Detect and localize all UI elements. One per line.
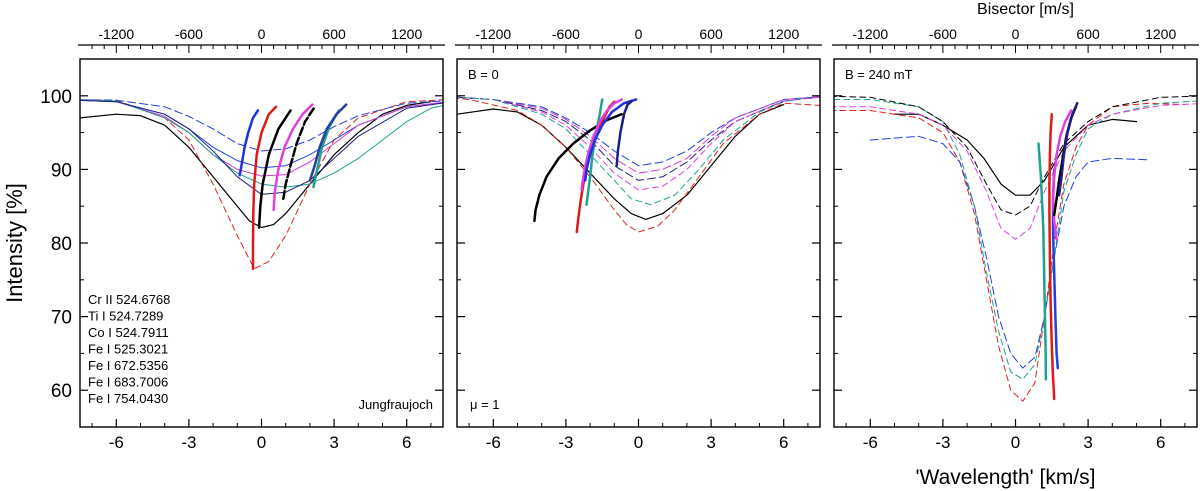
profile-curve-3 [80, 99, 443, 152]
x-tick-label: 6 [779, 433, 788, 452]
y-tick-label: 70 [51, 308, 72, 329]
x-tick-label: -3 [181, 433, 196, 452]
profile-curve-6 [457, 96, 820, 191]
plot-frame [456, 58, 821, 428]
x-tick-label: -3 [935, 433, 950, 452]
x-tick-label: 3 [329, 433, 338, 452]
x-tick-label: 3 [706, 433, 715, 452]
bisector-curve-11 [257, 109, 292, 229]
profile-curve-5 [457, 96, 820, 181]
x-tick-label: 3 [1083, 433, 1092, 452]
panel-label: B = 240 mT [845, 67, 913, 82]
bisector-curve-14 [308, 103, 348, 182]
top-tick-label: 600 [1076, 26, 1100, 42]
bisector-curve-10 [585, 98, 604, 206]
profile-curve-1 [80, 101, 432, 229]
y-tick-label: 90 [51, 160, 72, 181]
legend-entry: Cr II 524.6768 [88, 292, 170, 307]
profile-curve-1 [893, 113, 1138, 196]
profile-curve-2 [457, 97, 820, 233]
bisector-curve-12 [1057, 101, 1079, 197]
bisector-curve-7 [1048, 112, 1056, 401]
top-axis-label: Bisector [m/s] [977, 1, 1074, 18]
bisector-curve-13 [615, 100, 633, 167]
bisector-curve-12 [584, 98, 638, 182]
x-tick-label: -6 [486, 433, 501, 452]
profile-curve-1 [457, 104, 785, 220]
profile-curve-4 [834, 99, 1197, 380]
y-tick-label: 60 [51, 381, 72, 402]
panel-3: -6 -3 0 3 6 -1200 -600 0 600 1200 'Wavelength' [km… [832, 1, 1199, 489]
legend-entry: Fe I 754.0430 [88, 391, 168, 406]
profile-curve-5 [834, 103, 1197, 240]
y-axis-label: Intensity [%] [2, 183, 27, 303]
bisector-curve-10 [272, 103, 314, 212]
profile-curve-3 [869, 135, 1150, 369]
top-tick-label: -1200 [852, 26, 888, 42]
legend-entry: Fe I 672.5356 [88, 358, 168, 373]
top-tick-label: 600 [322, 26, 346, 42]
top-tick-label: 0 [1012, 26, 1020, 42]
top-tick-label: 1200 [391, 26, 422, 42]
bisector-curve-11 [580, 98, 623, 192]
legend-entry: Co I 524.7911 [88, 325, 169, 340]
profile-curve-6 [80, 99, 443, 188]
y-tick-label: 80 [51, 234, 72, 255]
profile-curve-2 [834, 102, 1186, 402]
site-annotation: Jungfraujoch [359, 397, 433, 412]
bisector-curve-12 [282, 105, 316, 201]
panel-2: -6 -3 0 3 6 -1200 -600 0 600 1200 B = 0 μ = 1 [455, 26, 822, 452]
x-tick-label: 6 [1156, 433, 1165, 452]
x-tick-label: 6 [402, 433, 411, 452]
panel-1: -6 -3 0 3 6 60 70 80 90 100 -1200 -600 0 600 1200 Inten… [2, 26, 445, 452]
x-tick-label: 0 [257, 433, 266, 452]
curves [80, 99, 443, 271]
x-tick-label: 0 [1011, 433, 1020, 452]
top-tick-label: -600 [552, 26, 580, 42]
top-tick-label: 600 [699, 26, 723, 42]
curves [834, 95, 1197, 402]
bisector-curve-9 [251, 105, 278, 271]
top-tick-label: 0 [635, 26, 643, 42]
plot-frame [833, 58, 1198, 428]
y-tick-label: 100 [40, 87, 72, 108]
curves [457, 96, 820, 234]
panel-label: B = 0 [468, 67, 499, 82]
x-axis-label: 'Wavelength' [km/s] [916, 466, 1096, 489]
profile-curve-6 [834, 95, 1197, 216]
x-tick-label: -6 [109, 433, 124, 452]
top-tick-label: -1200 [475, 26, 511, 42]
x-tick-label: 0 [634, 433, 643, 452]
profile-curve-3 [457, 96, 820, 167]
top-tick-label: 0 [258, 26, 266, 42]
top-tick-label: -1200 [98, 26, 134, 42]
x-tick-label: -6 [863, 433, 878, 452]
legend-entry: Fe I 525.3021 [88, 342, 168, 357]
top-tick-label: 1200 [768, 26, 799, 42]
profile-curve-4 [457, 96, 820, 174]
bisector-curve-8 [1037, 142, 1048, 381]
legend-entry: Ti I 524.7289 [88, 309, 163, 324]
legend-entry: Fe I 683.7006 [88, 375, 168, 390]
top-tick-label: -600 [175, 26, 203, 42]
profile-curve-2 [80, 99, 443, 270]
profile-curve-7 [457, 96, 809, 206]
x-tick-label: -3 [558, 433, 573, 452]
profile-curve-5 [80, 99, 443, 177]
bisector-curve-8 [238, 109, 260, 177]
top-tick-label: 1200 [1145, 26, 1176, 42]
bisector-curve-10 [1051, 109, 1073, 241]
mu-annotation: μ = 1 [470, 397, 500, 412]
top-tick-label: -600 [929, 26, 957, 42]
